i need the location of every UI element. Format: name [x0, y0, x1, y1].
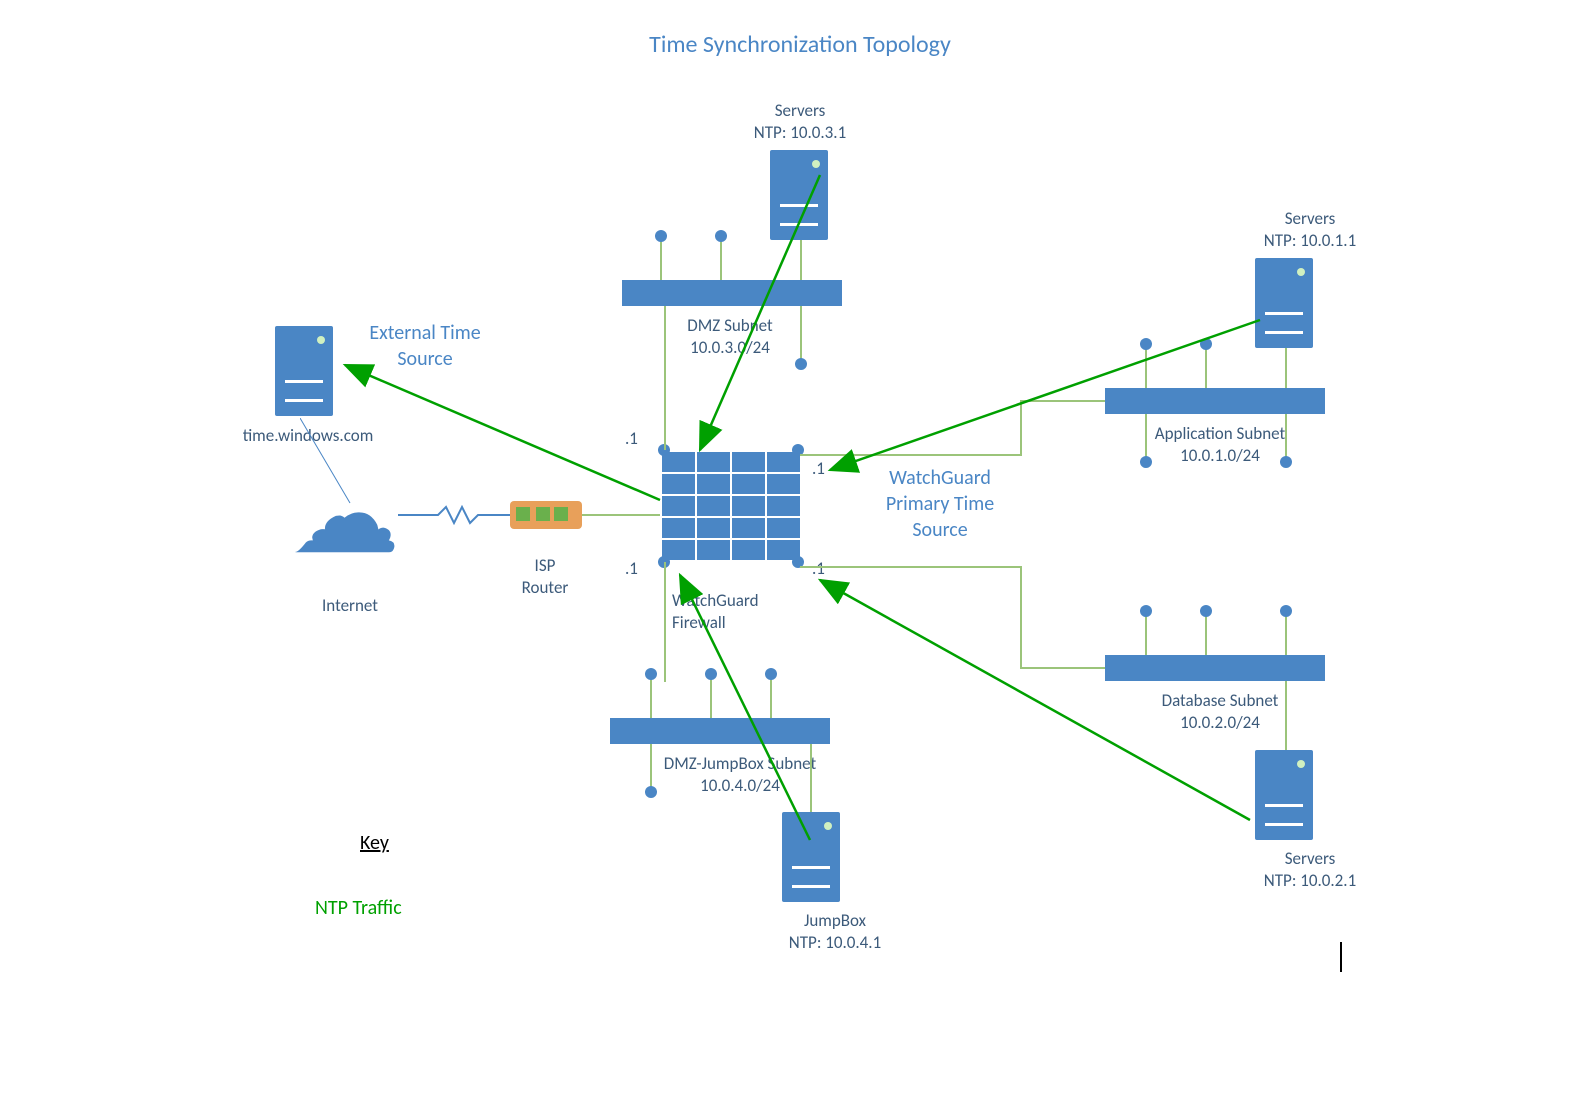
- cloud-to-router-link: [398, 505, 518, 525]
- app-link-v: [1020, 400, 1022, 456]
- dmz-port-dot: [795, 358, 807, 370]
- app-port-dot: [1140, 338, 1152, 350]
- dmz-port-dot: [655, 230, 667, 242]
- db-server-label: ServersNTP: 10.0.2.1: [1230, 848, 1390, 892]
- jumpbox-server-label: JumpBoxNTP: 10.0.4.1: [755, 910, 915, 954]
- db-link-v: [1020, 566, 1022, 668]
- app-switch-icon: [1105, 388, 1325, 414]
- app-port-dot: [1140, 456, 1152, 468]
- app-port-stem-down: [1285, 414, 1287, 459]
- app-server-icon: [1255, 258, 1313, 348]
- firewall-icon: [660, 450, 800, 562]
- router-label: ISPRouter: [505, 555, 585, 599]
- jumpbox-port-stem: [710, 678, 712, 718]
- app-port-stem: [1285, 348, 1287, 388]
- jumpbox-port-stem: [770, 678, 772, 718]
- app-port-dot: [1200, 338, 1212, 350]
- firewall-label: WatchGuardFirewall: [672, 590, 832, 634]
- db-port-stem: [1145, 615, 1147, 655]
- db-link-h1: [800, 566, 1022, 568]
- dmz-server-label: ServersNTP: 10.0.3.1: [720, 100, 880, 144]
- db-port-stem: [1205, 615, 1207, 655]
- jumpbox-port-dot: [645, 668, 657, 680]
- db-link-h2: [1020, 667, 1105, 669]
- router-icon: [510, 501, 582, 529]
- db-subnet-label: Database Subnet10.0.2.0/24: [1130, 690, 1310, 734]
- dmz-server-icon: [770, 150, 828, 240]
- dmz-subnet-label: DMZ Subnet10.0.3.0/24: [650, 315, 810, 359]
- db-port-dot: [1140, 605, 1152, 617]
- page-title: Time Synchronization Topology: [600, 30, 1000, 59]
- jumpbox-switch-icon: [610, 718, 830, 744]
- db-server-icon: [1255, 750, 1313, 840]
- db-port-stem-down: [1285, 681, 1287, 751]
- internet-label: Internet: [300, 595, 400, 617]
- firewall-port-1-br: .1: [812, 558, 825, 580]
- ext-time-title-text: External TimeSource: [369, 321, 480, 371]
- dmz-port-stem: [660, 240, 662, 280]
- router-to-firewall-link: [582, 514, 660, 516]
- jumpbox-server-icon: [782, 812, 840, 902]
- external-time-source-title: External TimeSource: [335, 320, 515, 372]
- db-port-dot: [1280, 605, 1292, 617]
- jumpbox-port-stem: [650, 678, 652, 718]
- app-port-stem: [1145, 348, 1147, 388]
- db-port-stem: [1285, 615, 1287, 655]
- dmz-port-dot: [715, 230, 727, 242]
- jumpbox-port-dot: [645, 786, 657, 798]
- dmz-switch-icon: [622, 280, 842, 306]
- app-port-stem-down: [1145, 414, 1147, 459]
- db-switch-icon: [1105, 655, 1325, 681]
- cloud-to-server-link: [300, 418, 370, 508]
- primary-time-source-label: WatchGuardPrimary TimeSource: [850, 465, 1030, 543]
- jumpbox-port-stem-down: [650, 744, 652, 789]
- app-link-h2: [1020, 400, 1105, 402]
- key-ntp-traffic: NTP Traffic: [315, 895, 402, 921]
- app-port-dot: [1280, 456, 1292, 468]
- external-time-server-icon: [275, 326, 333, 416]
- dmz-port-stem: [720, 240, 722, 280]
- jumpbox-to-firewall-link: [664, 562, 666, 682]
- app-link-h1: [800, 454, 1022, 456]
- app-port-stem: [1205, 348, 1207, 388]
- dmz-port-stem-down: [800, 306, 802, 361]
- db-port-dot: [1200, 605, 1212, 617]
- text-cursor: [1340, 942, 1342, 972]
- jumpbox-port-dot: [705, 668, 717, 680]
- dmz-to-firewall-link: [664, 306, 666, 450]
- firewall-port-1-tl: .1: [625, 428, 638, 450]
- firewall-port-1-tr: .1: [812, 458, 825, 480]
- jumpbox-port-dot: [765, 668, 777, 680]
- key-heading: Key: [360, 830, 389, 856]
- dmz-port-stem: [800, 240, 802, 280]
- firewall-port-1-bl: .1: [625, 558, 638, 580]
- app-server-label: ServersNTP: 10.0.1.1: [1230, 208, 1390, 252]
- jumpbox-port-stem-down: [810, 744, 812, 814]
